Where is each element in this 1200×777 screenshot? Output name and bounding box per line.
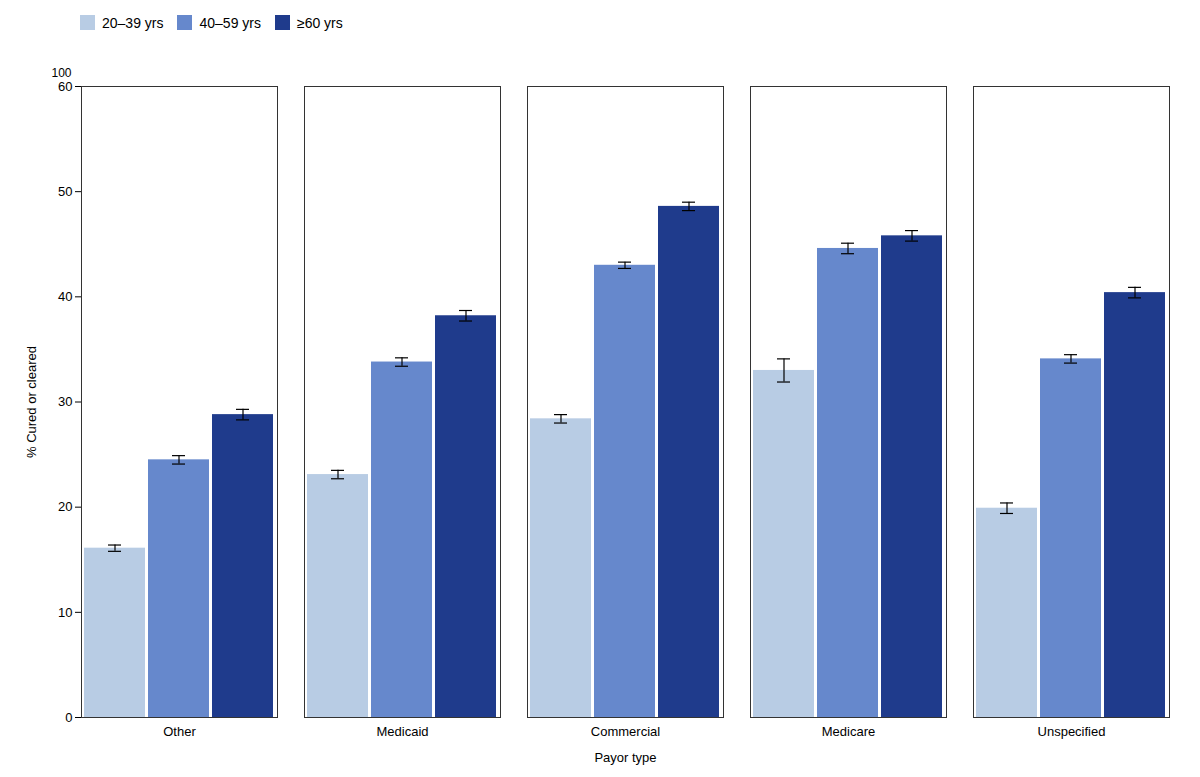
svg-text:Commercial: Commercial — [591, 724, 660, 739]
svg-text:0: 0 — [65, 710, 72, 725]
html-text:40–59 yrs: 40–59 yrs — [199, 14, 261, 31]
svg-text:100: 100 — [51, 66, 71, 80]
svg-text:Payor type: Payor type — [594, 750, 656, 765]
html-text:≥60 yrs: ≥60 yrs — [297, 14, 343, 31]
svg-text:Medicaid: Medicaid — [376, 724, 428, 739]
svg-text:60: 60 — [58, 79, 72, 94]
svg-text:30: 30 — [58, 394, 72, 409]
svg-text:10: 10 — [58, 604, 72, 619]
svg-text:40: 40 — [58, 289, 72, 304]
svg-text:Unspecified: Unspecified — [1038, 724, 1106, 739]
svg-text:Other: Other — [163, 724, 196, 739]
html-text:20–39 yrs: 20–39 yrs — [102, 14, 164, 31]
svg-text:Medicare: Medicare — [822, 724, 875, 739]
svg-text:50: 50 — [58, 184, 72, 199]
svg-text:% Cured or cleared: % Cured or cleared — [24, 346, 39, 458]
svg-text:20: 20 — [58, 499, 72, 514]
